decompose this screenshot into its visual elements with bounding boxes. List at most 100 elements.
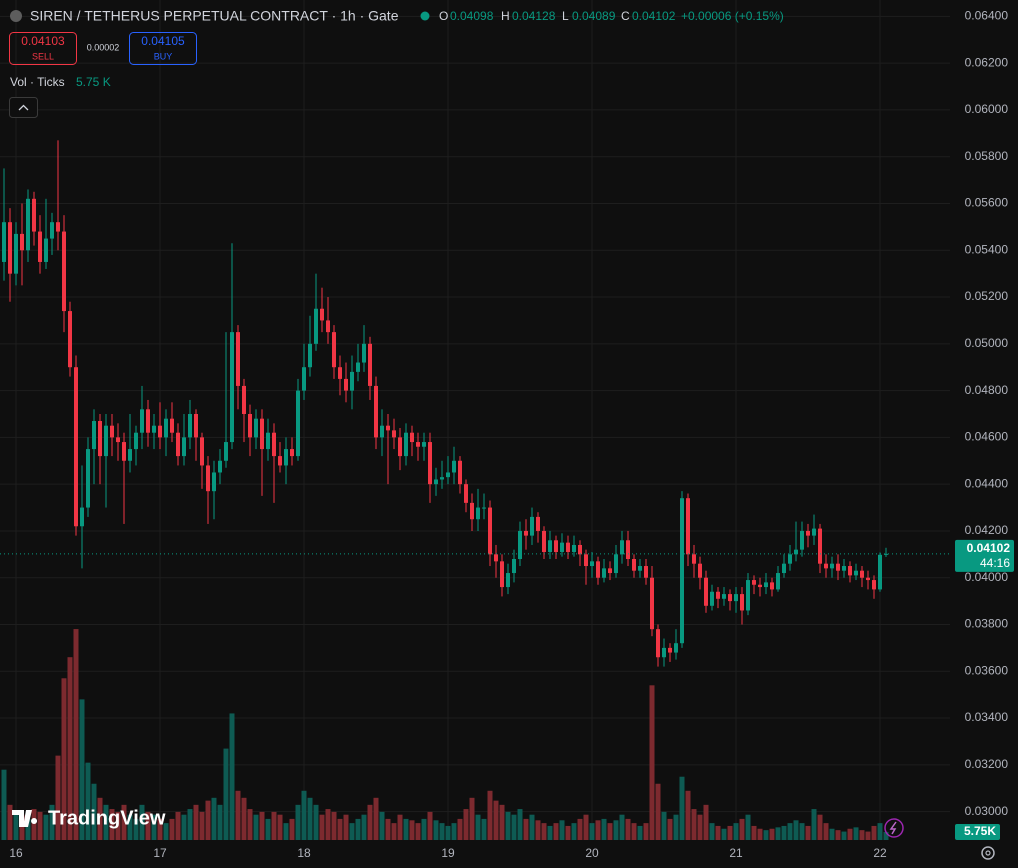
volume-bar (115, 811, 121, 840)
buy-label[interactable]: BUY (154, 51, 173, 61)
volume-bar (667, 818, 673, 840)
candle-body (248, 413, 253, 438)
volume-bar (139, 804, 145, 840)
volume-layer (1, 629, 889, 840)
grid (0, 0, 950, 840)
volume-bar (1, 769, 7, 840)
candle-body (547, 540, 552, 552)
buy-button[interactable]: 0.04105 BUY (129, 32, 197, 65)
volume-bar (637, 825, 643, 840)
candle-body (236, 332, 241, 386)
buy-box[interactable] (129, 32, 197, 65)
volume-bar (481, 818, 487, 840)
volume-bar (319, 814, 325, 840)
volume-bar (43, 814, 49, 840)
volume-bar (811, 809, 817, 840)
candle-body (74, 367, 79, 527)
volume-bar (307, 797, 313, 840)
candle-body (152, 425, 157, 433)
volume-bar (661, 811, 667, 840)
candle-body (320, 308, 325, 321)
symbol-icon (10, 10, 22, 22)
candle-body (338, 367, 343, 379)
volume-bar (457, 818, 463, 840)
volume-bar (349, 823, 355, 840)
candle-body (14, 233, 19, 274)
status-dot (420, 11, 430, 21)
volume-bar (787, 823, 793, 840)
volume-bar (343, 814, 349, 840)
candle-body (619, 540, 624, 555)
volume-bar (475, 814, 481, 840)
volume-bar (337, 818, 343, 840)
collapse-button[interactable] (9, 97, 38, 118)
collapse-box[interactable] (9, 97, 38, 118)
volume-bar (583, 814, 589, 840)
candle-body (799, 530, 804, 550)
volume-bar (769, 828, 775, 840)
volume-axis-box (955, 824, 1000, 840)
volume-bar (355, 818, 361, 840)
volume-bar (85, 762, 91, 840)
candle-body (601, 568, 606, 578)
candle-body (176, 432, 181, 457)
volume-bar (541, 823, 547, 840)
volume-bar (25, 818, 31, 840)
volume-bar (871, 825, 877, 840)
volume-bar (199, 811, 205, 840)
candle-body (92, 421, 97, 450)
candle-body (667, 647, 672, 653)
candle-body (194, 413, 199, 438)
candle-body (452, 460, 457, 473)
candle-body (308, 343, 313, 368)
volume-bar (217, 804, 223, 840)
chevron-icon[interactable] (18, 104, 29, 111)
candle-body (757, 584, 762, 588)
settings-icon[interactable] (981, 846, 995, 860)
ohlc-letter: L (562, 9, 569, 23)
price-change: +0.00006 (+0.15%) (681, 9, 784, 23)
y-tick-label: 0.04200 (965, 523, 1009, 537)
volume-value: 5.75 K (76, 75, 111, 89)
volume-bar (127, 814, 133, 840)
volume-bar (235, 790, 241, 840)
volume-bar (841, 831, 847, 840)
candle-body (242, 385, 247, 414)
y-tick-label: 0.06400 (965, 9, 1009, 23)
candle-body (188, 413, 193, 438)
candle-body (865, 577, 870, 581)
candle-body (68, 311, 73, 368)
candle-body (32, 198, 37, 232)
volume-bar (151, 814, 157, 840)
candle-body (853, 570, 858, 576)
y-tick-label: 0.04000 (965, 570, 1009, 584)
candle-body (823, 563, 828, 569)
candle-body (685, 498, 690, 555)
ohlc-letter: H (501, 9, 510, 23)
volume-bar (487, 790, 493, 840)
volume-bar (421, 818, 427, 840)
buy-price[interactable]: 0.04105 (141, 34, 185, 48)
volume-bar (823, 823, 829, 840)
candle-body (559, 542, 564, 552)
sell-button[interactable]: 0.04103 SELL (9, 32, 77, 65)
alert-icon[interactable] (884, 818, 904, 838)
alert-bolt[interactable] (889, 821, 897, 835)
candle-body (649, 577, 654, 630)
sell-price[interactable]: 0.04103 (21, 34, 65, 48)
volume-bar (721, 828, 727, 840)
volume-bar (499, 804, 505, 840)
volume-bar (283, 823, 289, 840)
volume-bar (565, 825, 571, 840)
settings-icon-core[interactable] (985, 850, 991, 856)
sell-box[interactable] (9, 32, 77, 65)
volume-bar (157, 818, 163, 840)
candle-body (679, 498, 684, 644)
candle-body (272, 432, 277, 457)
candle-body (98, 421, 103, 457)
candle-body (805, 530, 810, 536)
sell-label[interactable]: SELL (32, 51, 54, 61)
candle-body (146, 409, 151, 433)
